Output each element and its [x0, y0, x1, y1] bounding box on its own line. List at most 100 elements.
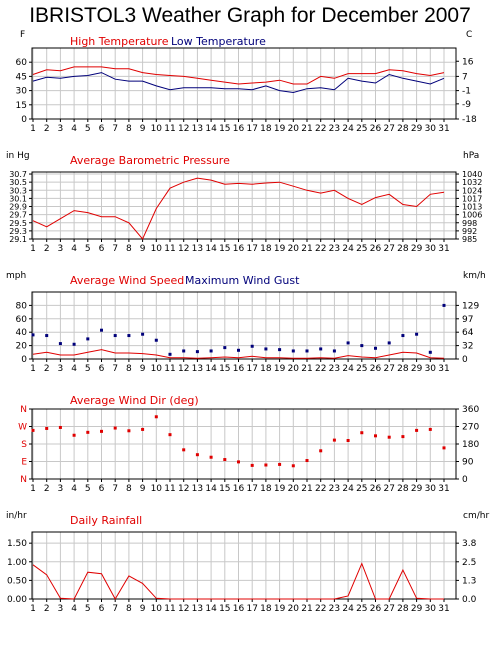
x-tick-label: 2: [44, 484, 50, 494]
series-line: [32, 349, 445, 359]
data-point: [195, 453, 199, 457]
x-tick-label: 30: [425, 484, 437, 494]
x-tick-label: 24: [342, 244, 354, 254]
right-tick-label: -9: [462, 100, 471, 110]
chart-frame: [31, 291, 457, 360]
left-tick-label: 30.3: [9, 186, 27, 195]
x-tick-label: 21: [301, 244, 312, 254]
x-tick-label: 29: [411, 244, 423, 254]
x-tick-label: 4: [71, 244, 77, 254]
data-point: [415, 332, 419, 336]
data-point: [442, 303, 446, 307]
data-point: [250, 344, 254, 348]
data-point: [387, 341, 391, 345]
x-tick-label: 29: [411, 604, 423, 614]
x-tick-label: 8: [126, 364, 132, 374]
data-point: [415, 428, 419, 432]
x-tick-label: 25: [356, 124, 367, 134]
right-tick-label: 1017: [462, 194, 482, 203]
x-tick-label: 29: [411, 484, 423, 494]
series-line: [32, 562, 444, 601]
x-tick-label: 18: [260, 364, 272, 374]
x-tick-label: 4: [71, 484, 77, 494]
x-tick-label: 7: [112, 364, 118, 374]
chart-frame: [31, 171, 457, 240]
x-tick-label: 22: [315, 244, 326, 254]
x-tick-label: 19: [274, 124, 286, 134]
left-tick-label: 29.7: [9, 211, 27, 220]
x-tick-label: 5: [85, 604, 91, 614]
series-label: Average Wind Dir (deg): [70, 394, 199, 407]
x-tick-label: 6: [99, 124, 105, 134]
left-tick-label: 60: [16, 315, 28, 325]
left-unit-label: mph: [6, 271, 26, 281]
x-tick-label: 3: [58, 364, 64, 374]
data-point: [168, 352, 172, 356]
data-point: [113, 334, 117, 338]
x-tick-label: 13: [192, 484, 203, 494]
x-tick-label: 27: [383, 244, 394, 254]
x-tick-label: 3: [58, 244, 64, 254]
right-unit-label: cm/hr: [463, 511, 489, 521]
x-tick-label: 5: [85, 364, 91, 374]
left-tick-label: 30.1: [9, 194, 27, 203]
series-label: Daily Rainfall: [70, 514, 142, 527]
left-tick-label: 29.3: [9, 227, 27, 236]
x-tick-label: 14: [205, 604, 217, 614]
right-tick-label: 1.3: [462, 576, 476, 586]
data-point: [141, 427, 145, 431]
x-tick-label: 18: [260, 484, 272, 494]
data-point: [127, 334, 131, 338]
x-tick-label: 14: [205, 244, 217, 254]
data-point: [346, 439, 350, 442]
x-tick-label: 19: [274, 484, 286, 494]
left-tick-label: 40: [16, 328, 28, 338]
right-tick-label: 16: [462, 57, 474, 67]
left-tick-label: 80: [16, 301, 28, 311]
x-tick-label: 12: [178, 484, 189, 494]
x-tick-label: 8: [126, 604, 132, 614]
left-tick-label: 0.50: [7, 576, 27, 586]
x-tick-label: 15: [219, 244, 230, 254]
data-point: [305, 459, 309, 463]
data-point: [237, 348, 240, 352]
x-tick-label: 3: [58, 604, 64, 614]
data-point: [305, 349, 309, 353]
right-tick-label: 7: [462, 72, 468, 82]
x-tick-label: 12: [178, 364, 189, 374]
x-tick-label: 22: [315, 364, 326, 374]
data-point: [387, 435, 391, 439]
data-point: [154, 338, 158, 342]
x-tick-label: 15: [219, 124, 230, 134]
right-tick-label: 270: [462, 423, 479, 433]
x-tick-label: 27: [383, 604, 394, 614]
data-point: [100, 429, 103, 433]
data-point: [291, 349, 295, 353]
left-tick-label: N: [20, 475, 27, 485]
x-tick-label: 2: [44, 364, 50, 374]
page-title: IBRISTOL3 Weather Graph for December 200…: [29, 4, 471, 27]
x-tick-label: 1: [30, 124, 36, 134]
x-tick-label: 10: [151, 484, 163, 494]
data-point: [374, 346, 377, 350]
x-tick-label: 18: [260, 604, 272, 614]
x-tick-label: 6: [99, 604, 105, 614]
right-tick-label: 1013: [462, 203, 482, 212]
x-tick-label: 8: [126, 244, 132, 254]
data-point: [72, 342, 76, 346]
right-tick-label: 1024: [462, 186, 482, 195]
data-point: [360, 431, 364, 435]
x-tick-label: 28: [397, 484, 409, 494]
x-tick-label: 20: [288, 484, 300, 494]
x-tick-label: 6: [99, 364, 105, 374]
data-point: [360, 344, 364, 348]
x-tick-label: 23: [329, 244, 340, 254]
x-tick-label: 13: [192, 364, 203, 374]
x-tick-label: 12: [178, 124, 189, 134]
x-tick-label: 31: [438, 364, 449, 374]
data-point: [428, 427, 432, 431]
data-point: [319, 347, 323, 351]
x-tick-label: 23: [329, 604, 340, 614]
